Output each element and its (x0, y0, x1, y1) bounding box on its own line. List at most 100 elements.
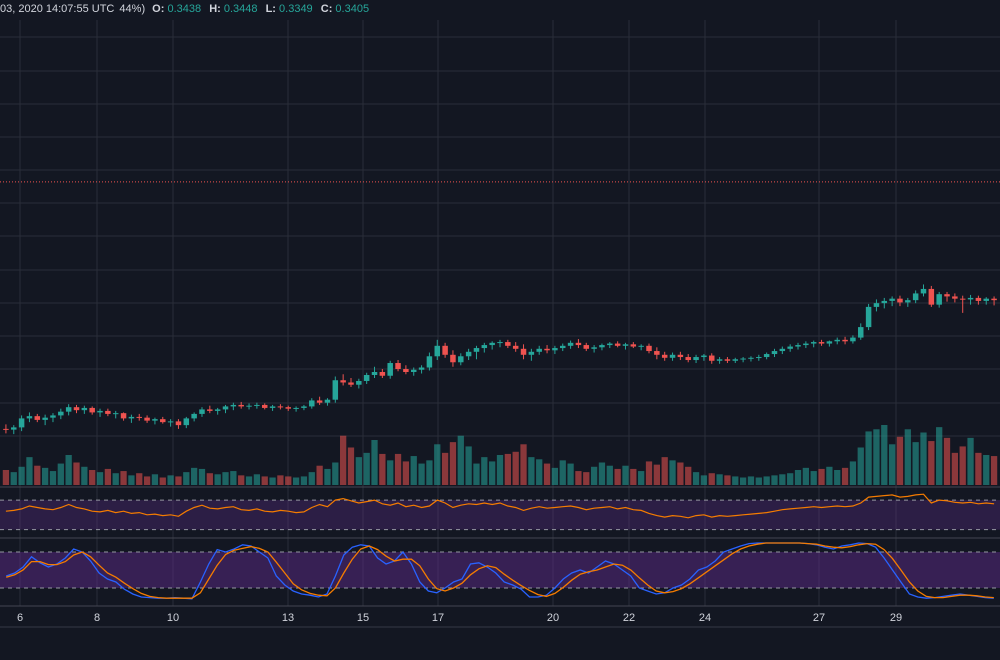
x-tick-label: 8 (94, 612, 100, 624)
volume-bar (536, 459, 543, 485)
volume-bar (881, 425, 888, 485)
candle-body (497, 342, 503, 344)
volume-bar (269, 477, 276, 485)
candle-body (136, 416, 142, 418)
candle-body (42, 417, 48, 420)
pane-separators (0, 486, 1000, 628)
volume-bar (747, 476, 755, 485)
candle-body (261, 404, 268, 408)
candle-body (850, 337, 856, 342)
candle-body (363, 374, 370, 381)
candle-body (552, 348, 558, 351)
volume-bar (206, 473, 213, 485)
candle-body (183, 418, 190, 426)
volume-bar (732, 476, 739, 485)
volume-bar (622, 465, 629, 485)
volume-bar (849, 461, 857, 485)
volume-bar (112, 473, 119, 485)
volume-bar (292, 477, 300, 485)
x-tick-label: 29 (890, 612, 902, 624)
candle-body (505, 342, 511, 346)
low-label: L: (265, 3, 276, 15)
volume-bar (700, 475, 708, 485)
volume-series (2, 425, 998, 485)
grid (0, 20, 1000, 606)
volume-bar (198, 468, 206, 485)
volume-bar (41, 467, 49, 485)
volume-bar (355, 457, 362, 485)
candle-body (991, 298, 997, 301)
candle-body (928, 288, 935, 305)
close-label: C: (320, 3, 333, 15)
candle-body (387, 363, 393, 376)
candle-body (795, 345, 801, 347)
volume-bar (943, 437, 951, 485)
x-tick-label: 15 (357, 612, 369, 624)
candle-body (685, 357, 691, 361)
candle-body (912, 293, 919, 301)
candle-body (536, 348, 542, 352)
candle-body (756, 357, 762, 359)
volume-bar (183, 472, 190, 485)
candle-body (630, 344, 637, 347)
candle-body (779, 348, 786, 352)
volume-bar (520, 444, 527, 485)
volume-bar (638, 471, 645, 485)
candle-body (222, 406, 229, 410)
x-tick-label: 22 (623, 612, 635, 624)
x-axis-labels: 6 8 10 13 15 17 20 22 24 27 29 (17, 612, 902, 624)
candle-body (81, 407, 88, 411)
volume-bar (606, 465, 613, 485)
candle-body (418, 367, 425, 370)
oscillator-bands (0, 499, 1000, 589)
candle-body (834, 339, 840, 342)
low-value: 0.3349 (279, 3, 313, 15)
volume-bar (426, 460, 433, 485)
candle-body (230, 404, 237, 407)
volume-bar (708, 473, 715, 485)
candle-body (403, 369, 409, 373)
candle-body (732, 359, 739, 361)
candle-body (167, 421, 174, 423)
volume-bar (959, 446, 966, 485)
candle-body (763, 354, 770, 358)
volume-bar (340, 435, 347, 485)
candle-body (591, 347, 597, 349)
candle-body (865, 306, 872, 328)
volume-bar (543, 463, 551, 485)
volume-bar (167, 475, 174, 485)
candle-body (583, 345, 590, 349)
candle-body (559, 345, 566, 349)
candle-body (881, 300, 888, 304)
volume-bar (614, 468, 621, 485)
volume-bar (128, 475, 135, 485)
candle-body (544, 348, 550, 351)
volume-bar (136, 473, 143, 485)
candle-body (340, 380, 346, 383)
candle-body (920, 288, 927, 294)
candle-body (191, 413, 197, 419)
candle-body (473, 348, 480, 352)
volume-bar (410, 456, 417, 485)
high-label: H: (209, 3, 221, 15)
volume-bar (49, 471, 57, 485)
volume-bar (716, 474, 723, 485)
volume-bar (2, 470, 10, 485)
candle-body (73, 407, 80, 411)
candle-body (356, 380, 362, 385)
candle-body (959, 298, 966, 300)
candle-body (442, 345, 448, 355)
volume-bar (175, 476, 182, 485)
high-value: 0.3448 (223, 3, 258, 15)
x-tick-label: 27 (813, 612, 825, 624)
volume-bar (763, 476, 770, 485)
candle-body (97, 410, 103, 413)
stoch-d-line (6, 542, 994, 599)
candle-body (897, 298, 903, 303)
candle-body (34, 416, 41, 420)
candle-body (771, 351, 778, 355)
volume-bar (363, 452, 370, 485)
candle-series[interactable] (3, 284, 997, 435)
candle-body (105, 410, 111, 414)
